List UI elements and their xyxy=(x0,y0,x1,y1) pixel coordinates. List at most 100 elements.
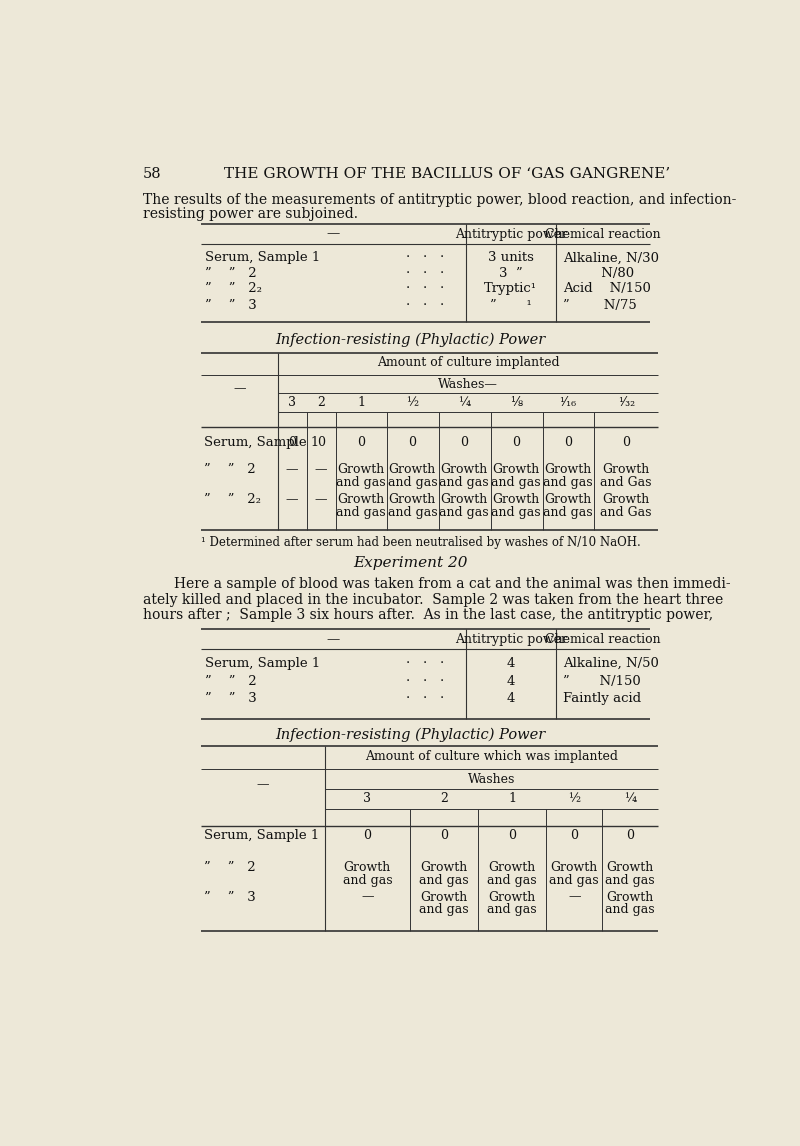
Text: 0: 0 xyxy=(512,437,520,449)
Text: ·   ·   ·: · · · xyxy=(406,251,445,265)
Text: —: — xyxy=(286,493,298,507)
Text: —: — xyxy=(361,890,374,903)
Text: 0: 0 xyxy=(564,437,572,449)
Text: and gas: and gas xyxy=(550,873,599,887)
Text: Growth: Growth xyxy=(493,463,540,477)
Text: Growth: Growth xyxy=(421,890,468,903)
Text: 4: 4 xyxy=(506,675,515,688)
Text: Washes: Washes xyxy=(468,772,515,786)
Text: 2: 2 xyxy=(440,792,448,804)
Text: and Gas: and Gas xyxy=(601,476,652,488)
Text: and gas: and gas xyxy=(419,903,469,916)
Text: Growth: Growth xyxy=(545,463,592,477)
Text: ”    ”   2₂: ” ” 2₂ xyxy=(204,493,261,507)
Text: Growth: Growth xyxy=(602,493,650,507)
Text: Growth: Growth xyxy=(489,862,536,874)
Text: ”       N/150: ” N/150 xyxy=(563,675,642,688)
Text: Growth: Growth xyxy=(550,862,598,874)
Text: Growth: Growth xyxy=(421,862,468,874)
Text: ·   ·   ·: · · · xyxy=(406,675,445,688)
Text: and gas: and gas xyxy=(387,476,437,488)
Text: Growth: Growth xyxy=(389,463,436,477)
Text: and gas: and gas xyxy=(342,873,392,887)
Text: ·   ·   ·: · · · xyxy=(406,299,445,312)
Text: The results of the measurements of antitryptic power, blood reaction, and infect: The results of the measurements of antit… xyxy=(142,193,736,207)
Text: ”    ”   2: ” ” 2 xyxy=(204,463,255,477)
Text: ¹⁄₃₂: ¹⁄₃₂ xyxy=(618,397,634,409)
Text: 0: 0 xyxy=(317,437,325,449)
Text: Serum, Sample 1: Serum, Sample 1 xyxy=(204,437,319,449)
Text: Here a sample of blood was taken from a cat and the animal was then immedi-: Here a sample of blood was taken from a … xyxy=(174,578,730,591)
Text: Alkaline, N/50: Alkaline, N/50 xyxy=(563,657,659,669)
Text: 3  ”: 3 ” xyxy=(499,267,522,280)
Text: and gas: and gas xyxy=(336,476,386,488)
Text: Amount of culture which was implanted: Amount of culture which was implanted xyxy=(365,749,618,763)
Text: Serum, Sample 1: Serum, Sample 1 xyxy=(204,829,319,842)
Text: Washes—: Washes— xyxy=(438,378,498,391)
Text: —: — xyxy=(314,463,327,477)
Text: 0: 0 xyxy=(508,829,516,842)
Text: N/80: N/80 xyxy=(563,267,634,280)
Text: and gas: and gas xyxy=(336,505,386,519)
Text: Experiment 20: Experiment 20 xyxy=(353,556,467,570)
Text: 4: 4 xyxy=(506,657,515,669)
Text: ¼: ¼ xyxy=(624,792,636,804)
Text: 3 units: 3 units xyxy=(488,251,534,265)
Text: and Gas: and Gas xyxy=(601,505,652,519)
Text: Growth: Growth xyxy=(389,493,436,507)
Text: and gas: and gas xyxy=(543,476,593,488)
Text: 0: 0 xyxy=(626,829,634,842)
Text: —: — xyxy=(234,383,246,395)
Text: ”    ”   3: ” ” 3 xyxy=(205,692,256,705)
Text: —: — xyxy=(314,493,327,507)
Text: Growth: Growth xyxy=(441,493,488,507)
Text: and gas: and gas xyxy=(487,873,537,887)
Text: Alkaline, N/30: Alkaline, N/30 xyxy=(563,251,659,265)
Text: and gas: and gas xyxy=(543,505,593,519)
Text: ½: ½ xyxy=(568,792,580,804)
Text: Growth: Growth xyxy=(338,463,385,477)
Text: Growth: Growth xyxy=(489,890,536,903)
Text: Infection-resisting (Phylactic) Power: Infection-resisting (Phylactic) Power xyxy=(275,728,545,741)
Text: 0: 0 xyxy=(460,437,468,449)
Text: 0: 0 xyxy=(408,437,416,449)
Text: Growth: Growth xyxy=(602,463,650,477)
Text: ·   ·   ·: · · · xyxy=(406,267,445,280)
Text: 0: 0 xyxy=(622,437,630,449)
Text: 2: 2 xyxy=(317,397,325,409)
Text: ”    ”   3: ” ” 3 xyxy=(204,890,256,903)
Text: 1: 1 xyxy=(508,792,516,804)
Text: Infection-resisting (Phylactic) Power: Infection-resisting (Phylactic) Power xyxy=(275,332,545,347)
Text: and gas: and gas xyxy=(606,903,655,916)
Text: Growth: Growth xyxy=(338,493,385,507)
Text: Antitryptic power: Antitryptic power xyxy=(454,228,566,241)
Text: ”    ”   2: ” ” 2 xyxy=(205,675,256,688)
Text: 1: 1 xyxy=(357,397,365,409)
Text: ·   ·   ·: · · · xyxy=(406,692,445,705)
Text: ¹⁄₁₆: ¹⁄₁₆ xyxy=(559,397,577,409)
Text: 0: 0 xyxy=(570,829,578,842)
Text: Chemical reaction: Chemical reaction xyxy=(545,228,661,241)
Text: and gas: and gas xyxy=(491,476,541,488)
Text: ”    ”   3: ” ” 3 xyxy=(205,299,256,312)
Text: ¼: ¼ xyxy=(458,397,470,409)
Text: ·   ·   ·: · · · xyxy=(406,657,445,669)
Text: ”    ”   2: ” ” 2 xyxy=(204,862,255,874)
Text: Acid    N/150: Acid N/150 xyxy=(563,282,651,296)
Text: and gas: and gas xyxy=(439,505,489,519)
Text: ½: ½ xyxy=(406,397,418,409)
Text: and gas: and gas xyxy=(439,476,489,488)
Text: Growth: Growth xyxy=(606,890,654,903)
Text: Antitryptic power: Antitryptic power xyxy=(454,633,566,645)
Text: ⅛: ⅛ xyxy=(510,397,522,409)
Text: ”    ”   2₂: ” ” 2₂ xyxy=(205,282,262,296)
Text: ·   ·   ·: · · · xyxy=(406,282,445,296)
Text: THE GROWTH OF THE BACILLUS OF ‘GAS GANGRENE’: THE GROWTH OF THE BACILLUS OF ‘GAS GANGR… xyxy=(224,167,670,181)
Text: resisting power are subjoined.: resisting power are subjoined. xyxy=(142,206,358,221)
Text: 0: 0 xyxy=(440,829,448,842)
Text: Tryptic¹: Tryptic¹ xyxy=(484,282,538,296)
Text: Growth: Growth xyxy=(606,862,654,874)
Text: hours after ;  Sample 3 six hours after.  As in the last case, the antitryptic p: hours after ; Sample 3 six hours after. … xyxy=(142,609,713,622)
Text: —: — xyxy=(326,228,340,241)
Text: Serum, Sample 1: Serum, Sample 1 xyxy=(205,657,320,669)
